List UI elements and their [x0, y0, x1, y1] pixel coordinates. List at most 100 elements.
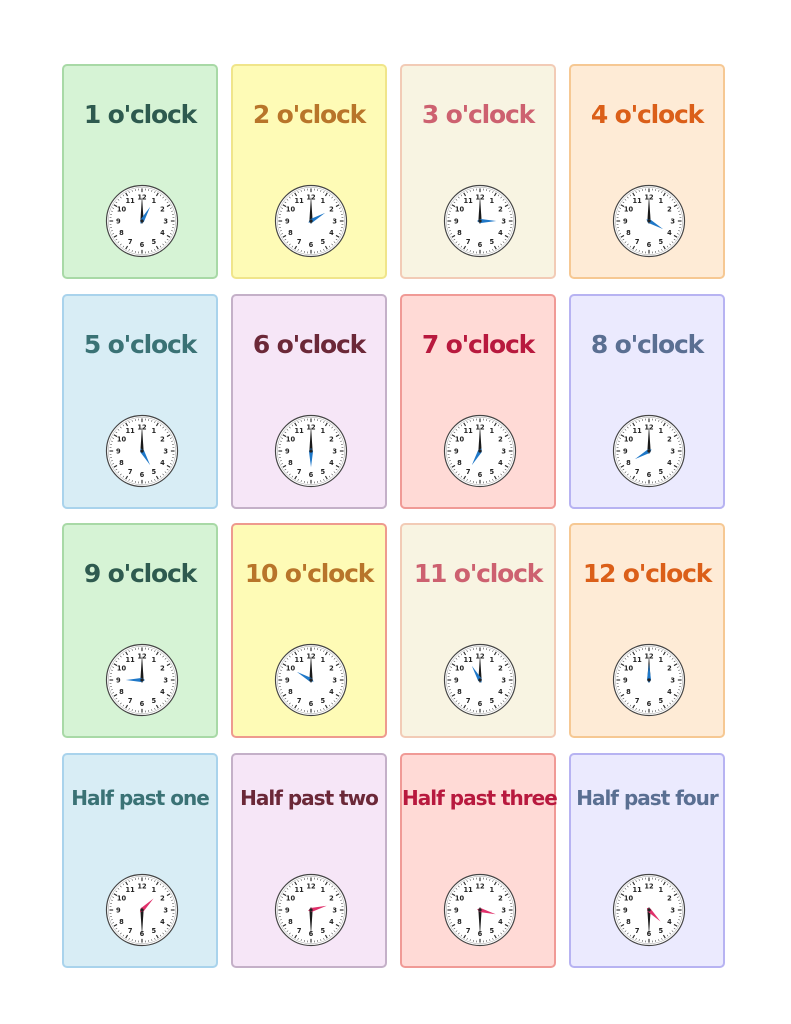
svg-text:3: 3	[332, 906, 337, 914]
svg-text:11: 11	[633, 656, 643, 664]
svg-text:3: 3	[501, 447, 506, 455]
svg-text:12: 12	[475, 194, 485, 202]
svg-text:7: 7	[297, 238, 302, 246]
svg-text:12: 12	[644, 653, 654, 661]
card-title: Half past two	[240, 786, 379, 810]
svg-text:2: 2	[498, 206, 503, 214]
svg-text:3: 3	[501, 906, 506, 914]
svg-text:9: 9	[454, 906, 459, 914]
svg-text:3: 3	[163, 676, 168, 684]
svg-text:9: 9	[285, 906, 290, 914]
svg-text:11: 11	[295, 197, 305, 205]
svg-text:4: 4	[498, 688, 503, 696]
svg-text:1: 1	[152, 427, 157, 435]
svg-text:8: 8	[119, 688, 124, 696]
svg-text:11: 11	[126, 656, 136, 664]
card-title: Half past four	[576, 786, 719, 810]
svg-text:10: 10	[455, 206, 465, 214]
svg-text:10: 10	[624, 206, 634, 214]
svg-text:12: 12	[475, 883, 485, 891]
svg-text:10: 10	[117, 206, 127, 214]
svg-text:9: 9	[285, 676, 290, 684]
svg-text:3: 3	[163, 217, 168, 225]
svg-text:2: 2	[160, 206, 165, 214]
svg-text:6: 6	[140, 930, 145, 938]
svg-text:2: 2	[667, 436, 672, 444]
svg-text:4: 4	[667, 688, 672, 696]
svg-text:12: 12	[306, 883, 316, 891]
svg-text:12: 12	[644, 194, 654, 202]
svg-text:2: 2	[160, 436, 165, 444]
svg-text:12: 12	[306, 424, 316, 432]
svg-text:4: 4	[667, 459, 672, 467]
svg-text:6: 6	[478, 930, 483, 938]
card-title: 3 o'clock	[421, 100, 535, 129]
svg-text:11: 11	[464, 427, 474, 435]
svg-text:11: 11	[464, 197, 474, 205]
clock-card: Half past one123456789101112	[62, 753, 218, 968]
svg-text:2: 2	[498, 665, 503, 673]
svg-text:7: 7	[466, 927, 471, 935]
svg-text:4: 4	[329, 918, 334, 926]
svg-text:7: 7	[297, 697, 302, 705]
svg-text:1: 1	[659, 427, 664, 435]
svg-text:9: 9	[116, 906, 121, 914]
svg-text:3: 3	[332, 447, 337, 455]
svg-text:9: 9	[623, 906, 628, 914]
svg-text:4: 4	[160, 229, 165, 237]
svg-text:7: 7	[128, 697, 133, 705]
svg-text:10: 10	[117, 665, 127, 673]
svg-text:8: 8	[119, 229, 124, 237]
svg-text:11: 11	[464, 886, 474, 894]
svg-text:5: 5	[321, 927, 326, 935]
svg-text:11: 11	[126, 197, 136, 205]
svg-text:1: 1	[152, 886, 157, 894]
svg-text:8: 8	[457, 918, 462, 926]
svg-text:6: 6	[309, 471, 314, 479]
svg-text:8: 8	[457, 459, 462, 467]
svg-text:11: 11	[295, 656, 305, 664]
svg-text:7: 7	[466, 697, 471, 705]
svg-text:8: 8	[626, 459, 631, 467]
svg-text:3: 3	[332, 217, 337, 225]
svg-text:5: 5	[321, 468, 326, 476]
svg-text:9: 9	[116, 447, 121, 455]
svg-text:11: 11	[126, 886, 136, 894]
clock-card: Half past four123456789101112	[569, 753, 725, 968]
svg-text:6: 6	[140, 700, 145, 708]
svg-text:8: 8	[288, 918, 293, 926]
svg-text:9: 9	[116, 676, 121, 684]
svg-text:2: 2	[329, 665, 334, 673]
card-title: Half past one	[71, 786, 210, 810]
svg-text:3: 3	[670, 217, 675, 225]
svg-text:8: 8	[457, 688, 462, 696]
svg-text:1: 1	[659, 197, 664, 205]
svg-text:5: 5	[490, 238, 495, 246]
svg-text:3: 3	[163, 447, 168, 455]
svg-text:12: 12	[306, 194, 316, 202]
svg-text:5: 5	[659, 468, 664, 476]
svg-text:3: 3	[670, 676, 675, 684]
svg-text:2: 2	[329, 895, 334, 903]
svg-text:1: 1	[321, 656, 326, 664]
svg-text:12: 12	[137, 424, 147, 432]
svg-text:5: 5	[659, 927, 664, 935]
svg-text:1: 1	[152, 656, 157, 664]
svg-text:4: 4	[160, 459, 165, 467]
svg-text:9: 9	[285, 217, 290, 225]
svg-text:9: 9	[454, 676, 459, 684]
svg-text:2: 2	[498, 895, 503, 903]
svg-text:6: 6	[478, 700, 483, 708]
card-title: 4 o'clock	[590, 100, 704, 129]
svg-text:4: 4	[498, 229, 503, 237]
svg-text:9: 9	[623, 447, 628, 455]
